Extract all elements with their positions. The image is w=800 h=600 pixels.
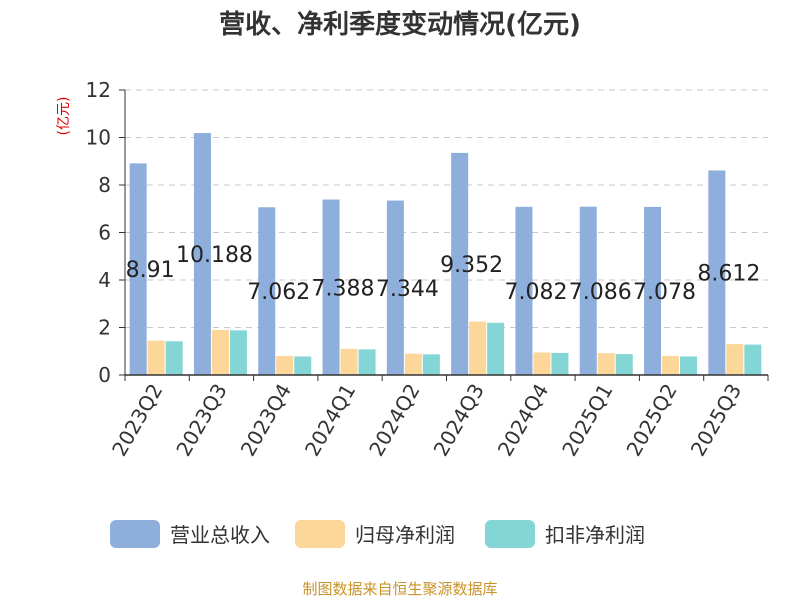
bar-3[interactable] <box>422 354 440 375</box>
data-label: 7.086 <box>569 280 632 305</box>
bar-1[interactable] <box>579 206 597 375</box>
legend-label[interactable]: 扣非净利润 <box>545 523 645 547</box>
bar-1[interactable] <box>515 206 533 375</box>
bar-2[interactable] <box>404 353 422 375</box>
bar-3[interactable] <box>229 330 247 375</box>
data-label: 7.082 <box>504 280 567 305</box>
y-tick-label: 0 <box>98 363 111 387</box>
y-tick-label: 8 <box>98 173 111 197</box>
bar-2[interactable] <box>533 352 551 375</box>
legend[interactable]: 营业总收入 归母净利润 扣非净利润 <box>110 520 645 548</box>
gridlines <box>125 89 768 328</box>
bar-1[interactable] <box>644 206 662 375</box>
data-label: 7.388 <box>312 276 375 301</box>
bar-2[interactable] <box>597 353 615 375</box>
x-tick-label: 2024Q2 <box>364 380 424 461</box>
bar-1[interactable] <box>322 199 340 375</box>
bar-2[interactable] <box>276 356 294 375</box>
bar-2[interactable] <box>340 348 358 375</box>
bar-3[interactable] <box>615 354 633 375</box>
y-tick-label: 4 <box>98 268 111 292</box>
x-tick-label: 2025Q2 <box>621 380 681 461</box>
bar-1[interactable] <box>386 200 404 375</box>
bar-1[interactable] <box>193 133 211 375</box>
x-tick-label: 2023Q2 <box>107 380 167 461</box>
bar-3[interactable] <box>294 356 312 375</box>
bar-1[interactable] <box>258 207 276 375</box>
bar-2[interactable] <box>211 329 229 375</box>
data-label: 8.91 <box>126 258 175 283</box>
bar-1[interactable] <box>708 170 726 375</box>
data-label: 8.612 <box>697 262 760 287</box>
data-label: 7.344 <box>376 277 439 302</box>
legend-label[interactable]: 归母净利润 <box>355 523 455 547</box>
bar-3[interactable] <box>358 349 376 375</box>
y-unit-label: (亿元) <box>56 97 72 136</box>
legend-label[interactable]: 营业总收入 <box>170 523 270 547</box>
chart-title: 营收、净利季度变动情况(亿元) <box>219 9 581 40</box>
x-tick-label: 2025Q1 <box>557 380 617 461</box>
x-tick-label: 2024Q1 <box>300 380 360 461</box>
bar-2[interactable] <box>469 321 487 375</box>
x-tick-label: 2024Q4 <box>493 380 553 461</box>
bar-1[interactable] <box>129 163 147 375</box>
legend-swatch[interactable] <box>110 520 160 548</box>
bar-2[interactable] <box>726 344 744 375</box>
bar-3[interactable] <box>165 341 183 375</box>
data-label: 9.352 <box>440 253 503 278</box>
bar-3[interactable] <box>744 344 762 375</box>
x-tick-label: 2023Q4 <box>236 380 296 461</box>
source-note: 制图数据来自恒生聚源数据库 <box>302 580 497 598</box>
data-label: 7.062 <box>247 280 310 305</box>
x-tick-label: 2025Q3 <box>686 380 746 461</box>
bar-3[interactable] <box>680 356 698 375</box>
y-tick-label: 2 <box>98 316 111 340</box>
y-axis: 0 2 4 6 8 10 12 <box>86 78 126 387</box>
x-axis: 2023Q2 2023Q3 2023Q4 2024Q1 2024Q2 2024Q3 2024… <box>107 374 769 461</box>
x-tick-label: 2024Q3 <box>429 380 489 461</box>
legend-swatch[interactable] <box>485 520 535 548</box>
bar-1[interactable] <box>451 152 469 375</box>
y-tick-label: 6 <box>98 221 111 245</box>
bar-2[interactable] <box>662 356 680 375</box>
legend-swatch[interactable] <box>295 520 345 548</box>
data-label: 7.078 <box>633 280 696 305</box>
y-tick-label: 10 <box>86 126 111 150</box>
y-tick-label: 12 <box>86 78 111 102</box>
bar-3[interactable] <box>551 352 569 375</box>
x-tick-label: 2023Q3 <box>171 380 231 461</box>
bars <box>129 133 762 375</box>
data-label: 10.188 <box>176 243 253 268</box>
bar-2[interactable] <box>147 340 165 375</box>
bar-3[interactable] <box>487 322 505 375</box>
